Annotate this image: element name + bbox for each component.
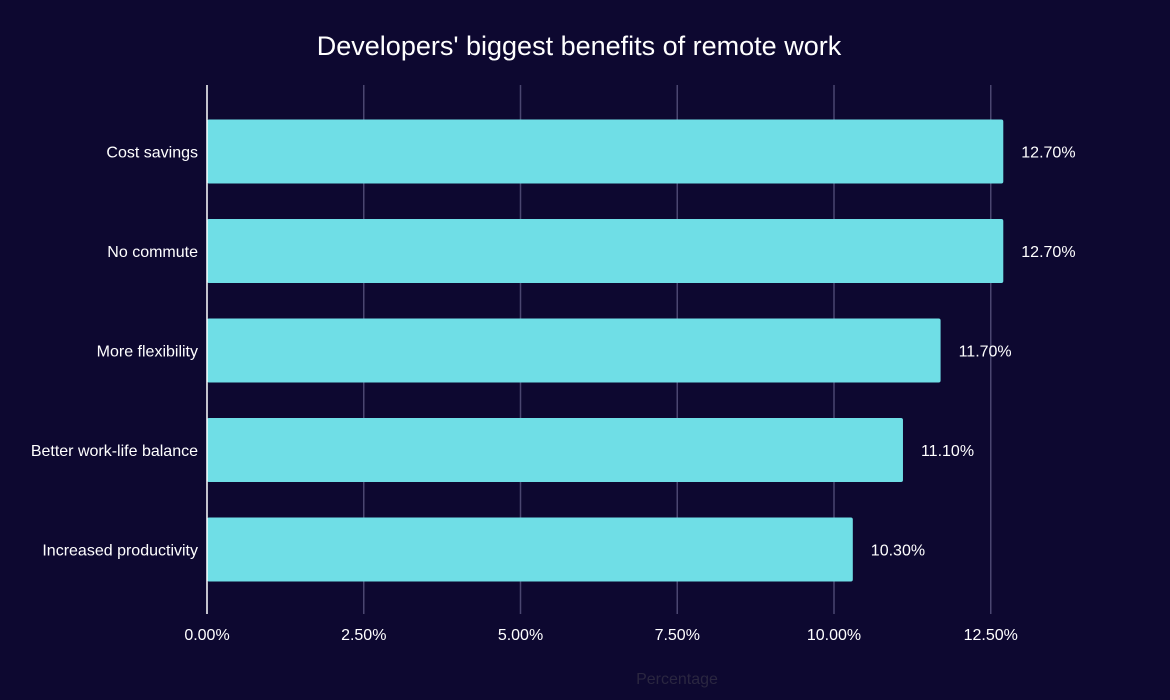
data-label: 12.70%	[1021, 145, 1075, 162]
data-label: 11.70%	[959, 344, 1012, 361]
category-label: Cost savings	[106, 145, 198, 162]
category-label: Better work-life balance	[31, 443, 198, 460]
x-axis-title: Percentage	[636, 671, 718, 688]
bar	[207, 119, 1004, 184]
x-tick-label: 10.00%	[807, 627, 861, 644]
bar	[207, 219, 1004, 283]
category-label: Increased productivity	[42, 543, 198, 560]
data-label: 10.30%	[871, 543, 925, 560]
bars	[207, 119, 1004, 582]
category-labels: Cost savings No commute More flexibility Be…	[31, 145, 198, 560]
x-tick-label: 2.50%	[341, 627, 386, 644]
x-tick-label: 12.50%	[964, 627, 1018, 644]
x-axis-ticks: 0.00% 2.50% 5.00% 7.50% 10.00% 12.50%	[184, 627, 1018, 644]
chart-title: Developers' biggest benefits of remote w…	[317, 31, 842, 61]
category-label: More flexibility	[97, 344, 198, 361]
x-tick-label: 7.50%	[655, 627, 700, 644]
x-tick-label: 5.00%	[498, 627, 543, 644]
bar	[207, 517, 853, 582]
data-label: 12.70%	[1021, 244, 1075, 261]
category-label: No commute	[107, 244, 198, 261]
data-label: 11.10%	[921, 443, 974, 460]
x-tick-label: 0.00%	[184, 627, 229, 644]
bar	[207, 418, 903, 482]
data-labels: 12.70% 12.70% 11.70% 11.10% 10.30%	[871, 145, 1076, 560]
bar	[207, 318, 941, 383]
